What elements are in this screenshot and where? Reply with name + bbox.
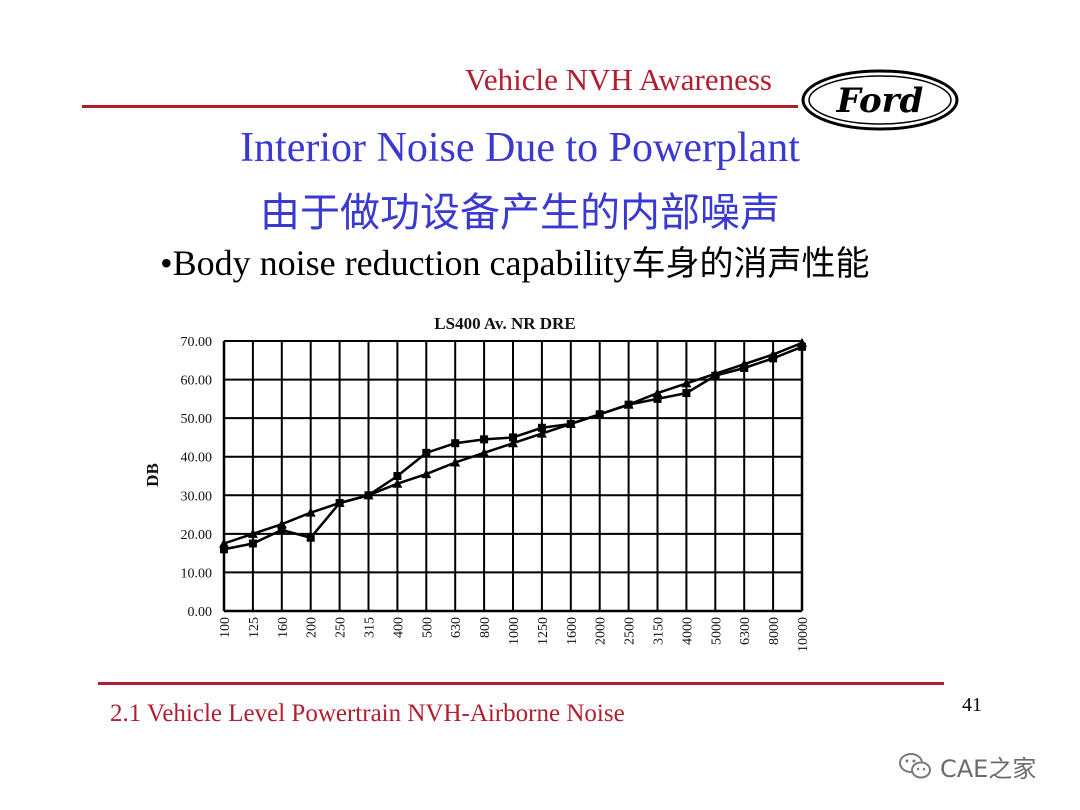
line-chart: 0.00 10.00 20.00 30.00 40.00 50.00 60.00 70.00 1… <box>143 314 812 652</box>
x-tick-label: 315 <box>363 617 378 638</box>
data-point <box>305 507 316 517</box>
data-point <box>479 447 490 457</box>
data-point <box>653 394 662 403</box>
x-tick-label: 1250 <box>536 617 551 645</box>
y-tick-label: 60.00 <box>181 374 213 389</box>
data-point <box>623 399 634 409</box>
x-tick-label: 125 <box>247 617 262 638</box>
logo-wordmark: Ford <box>836 81 924 121</box>
data-point <box>220 545 228 554</box>
data-point <box>334 498 345 507</box>
data-point <box>219 538 229 548</box>
data-point <box>363 490 374 500</box>
page-number: 41 <box>962 694 982 716</box>
data-point <box>248 539 257 548</box>
x-tick-label: 630 <box>449 617 464 638</box>
data-point <box>306 533 315 542</box>
data-point <box>422 448 431 457</box>
data-point <box>277 526 286 534</box>
data-point <box>565 418 576 428</box>
watermark: CAE之家 <box>898 750 1037 783</box>
x-tick-label: 1600 <box>565 617 580 645</box>
y-tick-label: 10.00 <box>181 566 213 581</box>
x-tick-label: 1000 <box>507 617 522 645</box>
y-tick-label: 0.00 <box>188 605 213 620</box>
x-tick-label: 500 <box>420 617 435 638</box>
x-tick-label: 200 <box>305 617 320 638</box>
y-axis-label: DB <box>143 463 162 487</box>
y-tick-label: 40.00 <box>181 451 213 466</box>
data-point <box>450 457 461 467</box>
x-tick-label: 2000 <box>594 617 609 645</box>
data-point <box>710 368 721 378</box>
wechat-icon <box>899 753 931 779</box>
header-title: Vehicle NVH Awareness <box>464 62 772 97</box>
footer-text: 2.1 Vehicle Level Powertrain NVH-Airborn… <box>110 700 625 727</box>
chart-grid <box>222 340 804 613</box>
data-point <box>739 359 750 369</box>
data-point <box>508 438 518 448</box>
data-point <box>652 388 663 398</box>
data-point <box>682 389 691 398</box>
data-point <box>536 428 547 438</box>
data-point <box>421 469 432 479</box>
bullet-text-en: •Body noise reduction capability <box>160 243 632 283</box>
bullet-text-zh: 车身的消声性能 <box>631 244 870 284</box>
slide-subtitle: 由于做功设备产生的内部噪声 <box>260 190 780 236</box>
y-tick-label: 30.00 <box>181 489 213 504</box>
ford-logo: Ford <box>801 69 959 131</box>
footer-divider <box>98 682 944 685</box>
x-tick-label: 800 <box>478 617 493 638</box>
chart-series <box>219 337 807 554</box>
data-point <box>537 423 546 432</box>
data-point <box>768 349 779 359</box>
data-point <box>797 337 807 347</box>
data-point <box>393 472 402 480</box>
y-tick-label: 50.00 <box>181 412 213 427</box>
x-tick-label: 10000 <box>796 617 811 652</box>
watermark-text: CAE之家 <box>940 754 1037 783</box>
data-point <box>247 528 258 538</box>
chart-labels: 0.00 10.00 20.00 30.00 40.00 50.00 60.00 70.00 1… <box>181 335 812 652</box>
bullet-point: •Body noise reduction capability车身的消声性能 <box>160 236 870 285</box>
x-tick-label: 5000 <box>709 617 724 645</box>
data-point <box>276 519 287 529</box>
x-tick-label: 160 <box>276 617 291 638</box>
y-tick-label: 20.00 <box>181 528 213 543</box>
x-tick-label: 400 <box>391 617 406 638</box>
x-tick-label: 8000 <box>767 617 782 645</box>
data-point <box>509 433 517 442</box>
chart-title: LS400 Av. NR DRE <box>434 314 575 333</box>
x-tick-label: 3150 <box>652 617 667 645</box>
data-point <box>392 478 403 488</box>
x-tick-label: 100 <box>218 617 233 638</box>
x-tick-label: 250 <box>334 617 349 638</box>
x-tick-label: 4000 <box>680 617 695 645</box>
header-divider <box>82 105 798 108</box>
data-point <box>681 378 692 388</box>
data-point <box>594 409 605 419</box>
y-tick-label: 70.00 <box>181 335 213 350</box>
x-tick-label: 6300 <box>738 617 753 645</box>
x-tick-label: 2500 <box>623 617 638 645</box>
data-point <box>480 435 489 444</box>
data-point <box>451 439 460 448</box>
slide-title: Interior Noise Due to Powerplant <box>240 125 800 171</box>
